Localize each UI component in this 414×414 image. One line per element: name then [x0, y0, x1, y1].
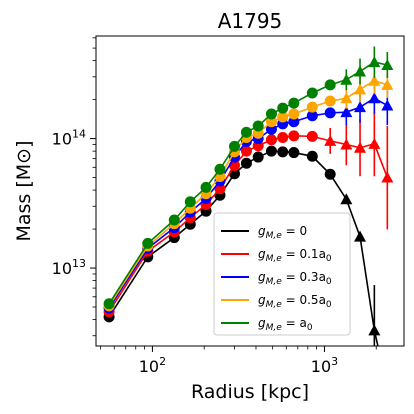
data-point-triangle — [340, 73, 353, 85]
data-point-circle — [240, 145, 252, 157]
data-point-circle — [240, 126, 252, 138]
chart-title: A1795 — [218, 9, 283, 33]
data-point-circle — [288, 116, 300, 128]
legend-label: gM,e = a0 — [258, 316, 313, 333]
data-point-triangle — [368, 137, 381, 149]
data-point-circle — [168, 214, 180, 226]
data-point-circle — [252, 120, 264, 132]
legend: gM,e = 0 gM,e = 0.1a0 gM,e = 0.3a0 gM,e = 0… — [213, 212, 351, 336]
data-marks — [103, 46, 394, 346]
y-axis-label: Mass [M⊙] — [13, 140, 35, 241]
data-point-triangle — [368, 56, 381, 68]
x-tick-label: 103 — [311, 355, 338, 376]
data-point-circle — [277, 146, 289, 158]
data-point-circle — [324, 79, 336, 91]
data-point-triangle — [368, 324, 381, 336]
data-point-circle — [288, 147, 300, 159]
data-point-circle — [228, 140, 240, 152]
x-axis-label: Radius [kpc] — [191, 381, 309, 403]
data-point-triangle — [368, 74, 381, 86]
axes-frame — [95, 35, 405, 347]
data-point-triangle — [381, 59, 394, 71]
data-point-triangle — [381, 78, 394, 90]
data-point-triangle — [340, 106, 353, 118]
data-point-circle — [306, 87, 318, 99]
y-tick-label: 1013 — [52, 257, 86, 278]
legend-label: gM,e = 0.1a0 — [258, 247, 332, 264]
data-point-triangle — [381, 171, 394, 183]
data-point-circle — [306, 150, 318, 162]
data-point-circle — [288, 108, 300, 120]
data-point-circle — [265, 145, 277, 157]
legend-box — [213, 212, 351, 336]
series-4 — [103, 46, 394, 310]
data-point-circle — [306, 130, 318, 142]
data-point-circle — [277, 131, 289, 143]
data-point-circle — [288, 130, 300, 142]
data-point-triangle — [354, 141, 367, 153]
data-point-circle — [240, 157, 252, 169]
data-point-circle — [252, 151, 264, 163]
data-point-triangle — [340, 193, 353, 205]
y-tick-label: 1014 — [52, 128, 86, 149]
data-point-circle — [200, 181, 212, 193]
data-point-circle — [324, 168, 336, 180]
data-point-circle — [142, 237, 154, 249]
legend-label: gM,e = 0 — [258, 224, 307, 241]
data-point-circle — [306, 101, 318, 113]
x-tick-label: 102 — [139, 355, 166, 376]
data-point-circle — [324, 107, 336, 119]
data-point-triangle — [324, 134, 337, 146]
data-point-triangle — [381, 99, 394, 111]
data-point-circle — [103, 298, 115, 310]
data-point-circle — [214, 183, 226, 195]
data-point-circle — [265, 108, 277, 120]
data-point-circle — [184, 196, 196, 208]
data-point-circle — [265, 123, 277, 135]
data-point-circle — [277, 102, 289, 114]
data-point-circle — [265, 116, 277, 128]
data-point-triangle — [340, 92, 353, 104]
data-point-triangle — [354, 101, 367, 113]
data-point-triangle — [354, 65, 367, 77]
axis-ticks: 102 103 1013 1014 — [52, 37, 377, 376]
data-point-circle — [288, 97, 300, 109]
data-point-triangle — [354, 83, 367, 95]
data-point-triangle — [340, 138, 353, 150]
data-point-triangle — [368, 92, 381, 104]
data-point-circle — [324, 95, 336, 107]
data-point-circle — [306, 110, 318, 122]
legend-label: gM,e = 0.5a0 — [258, 293, 332, 310]
legend-label: gM,e = 0.3a0 — [258, 270, 332, 287]
data-point-circle — [214, 163, 226, 175]
data-point-circle — [277, 111, 289, 123]
data-point-triangle — [354, 230, 367, 242]
data-point-circle — [265, 134, 277, 146]
